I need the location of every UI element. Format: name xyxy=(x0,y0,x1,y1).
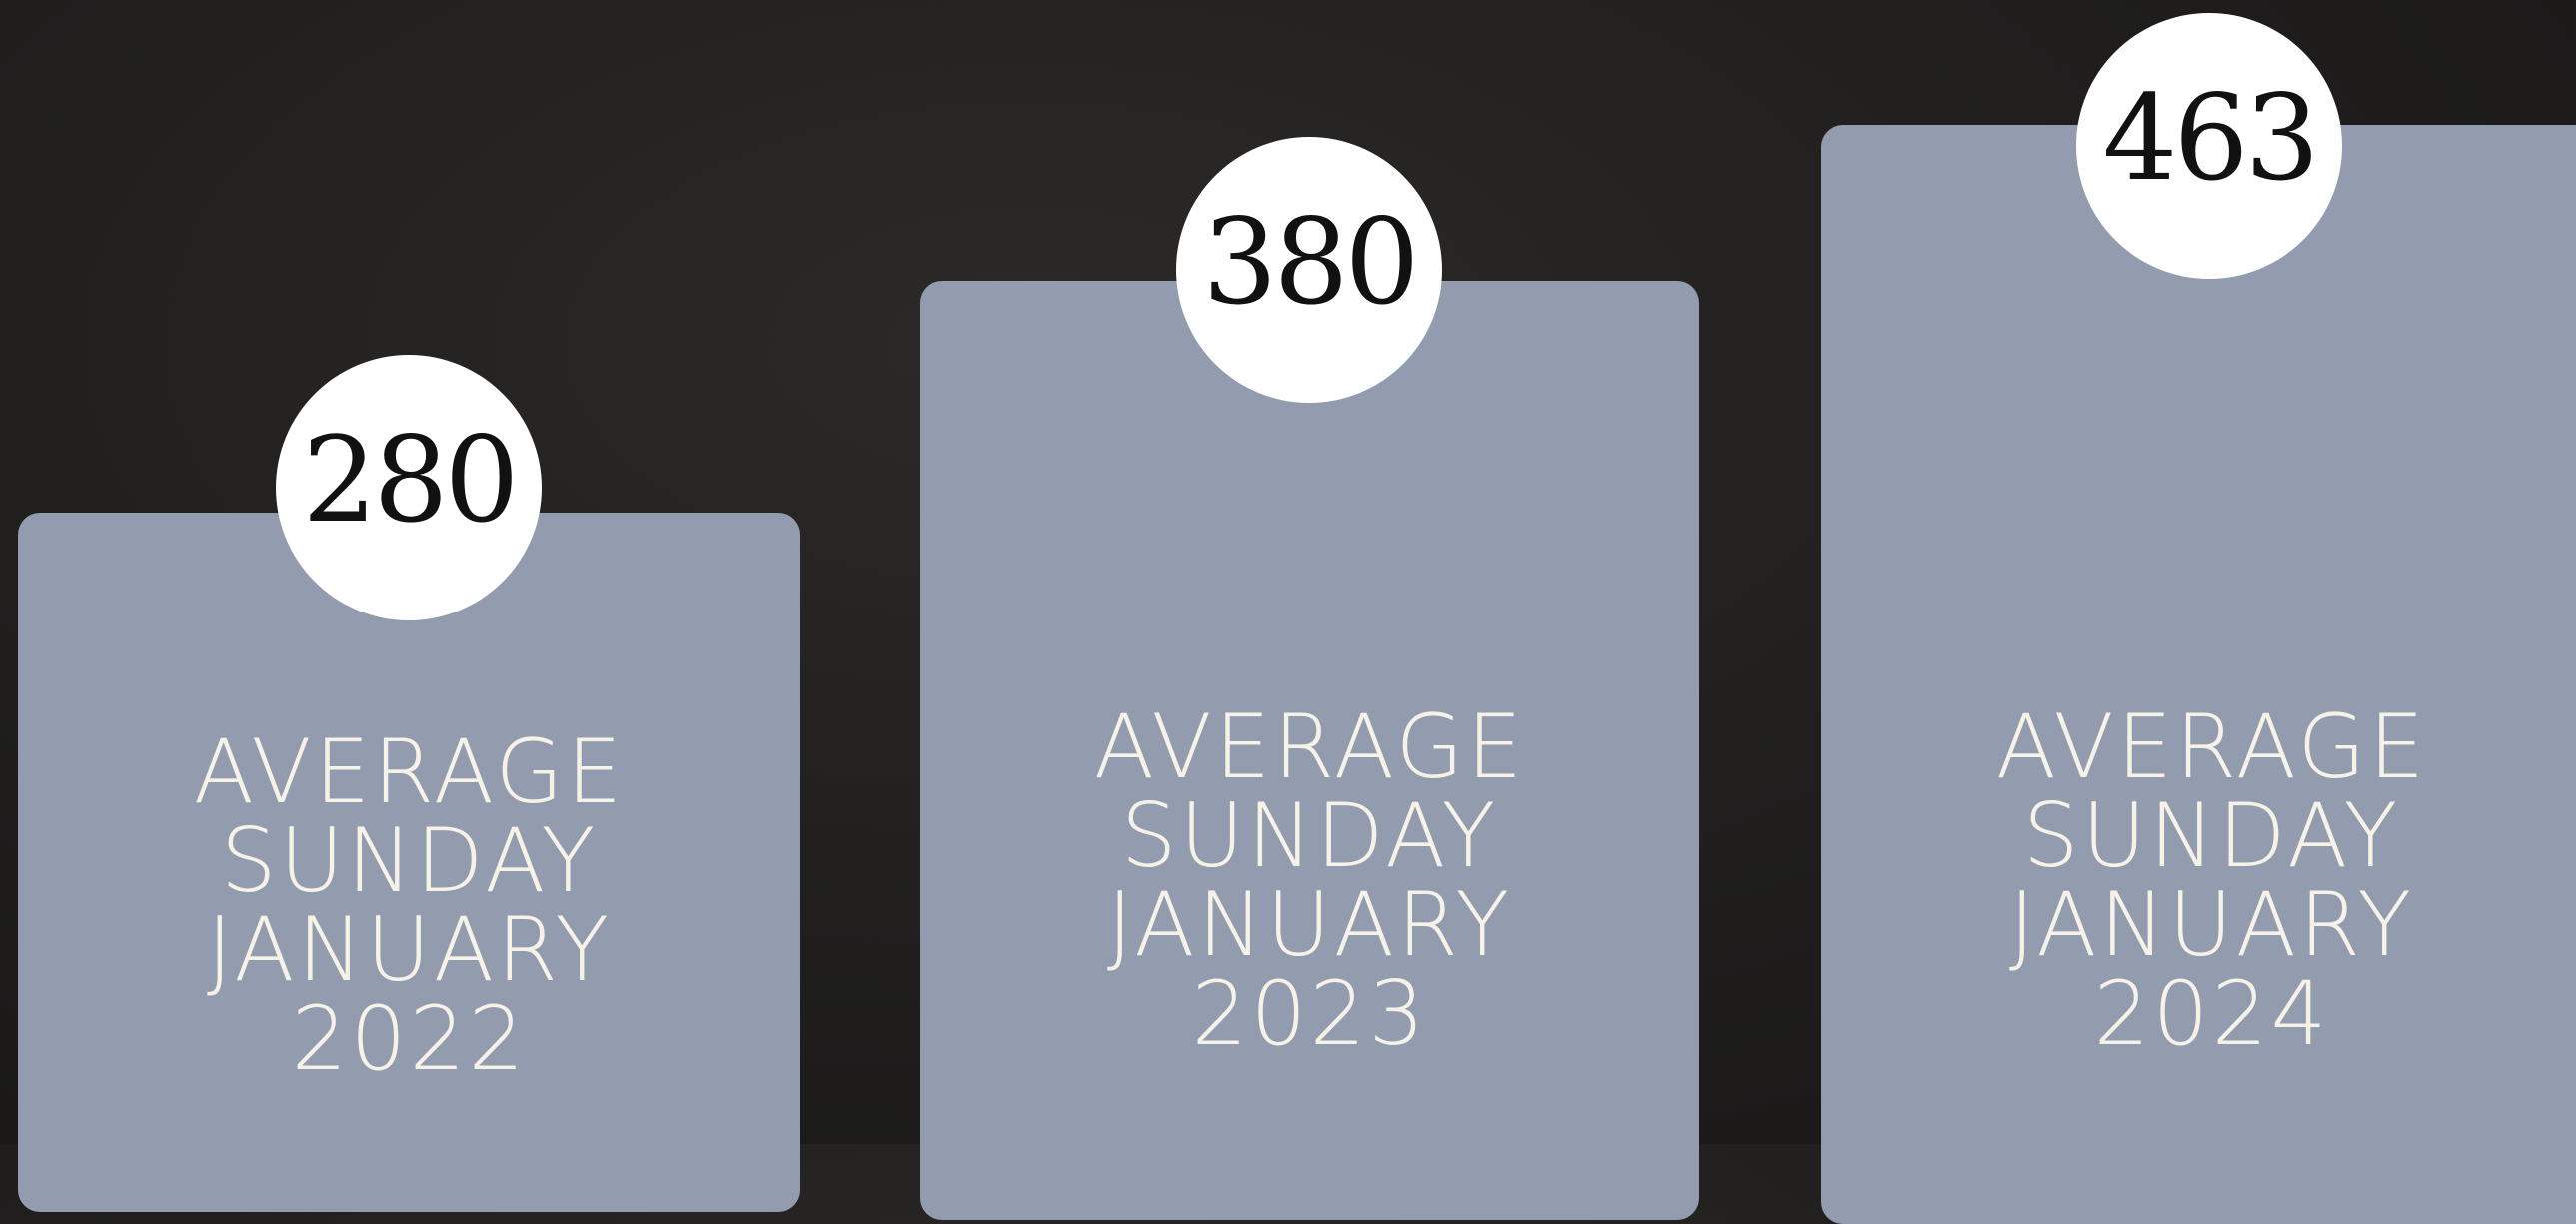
label-line: 2024 xyxy=(1821,969,2576,1058)
stat-value: 463 xyxy=(2102,69,2315,207)
stat-value: 380 xyxy=(1202,193,1415,331)
label-line: SUNDAY xyxy=(1821,791,2576,880)
label-line: SUNDAY xyxy=(920,791,1699,880)
label-line: JANUARY xyxy=(1821,880,2576,969)
label-line: JANUARY xyxy=(18,905,800,994)
stat-circle: 280 xyxy=(276,355,542,620)
label-line: AVERAGE xyxy=(920,702,1699,791)
label-line: AVERAGE xyxy=(18,727,800,816)
label-line: SUNDAY xyxy=(18,816,800,905)
stat-value: 280 xyxy=(302,411,515,549)
label-line: JANUARY xyxy=(920,880,1699,969)
label-line: AVERAGE xyxy=(1821,702,2576,791)
stat-circle: 463 xyxy=(2076,13,2342,279)
label-line: 2022 xyxy=(18,994,800,1083)
stat-circle: 380 xyxy=(1176,137,1442,403)
label-line: 2023 xyxy=(920,969,1699,1058)
page: AVERAGESUNDAYJANUARY2022280AVERAGESUNDAY… xyxy=(0,0,2576,1144)
